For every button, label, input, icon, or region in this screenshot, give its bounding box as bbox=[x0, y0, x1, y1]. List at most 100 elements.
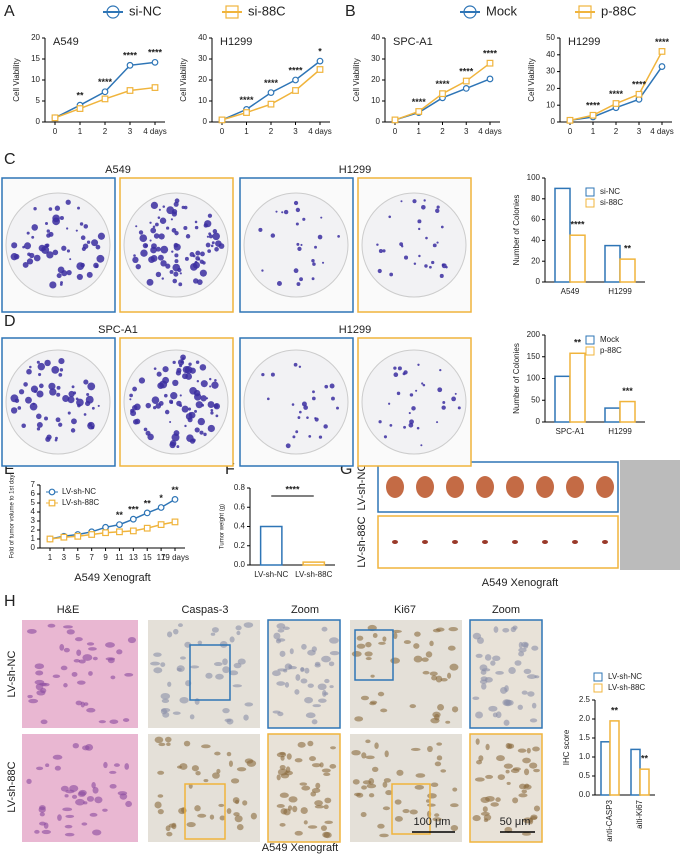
legend-label: p-88C bbox=[601, 3, 636, 18]
colony bbox=[46, 434, 52, 440]
nucleus bbox=[328, 661, 335, 667]
colony bbox=[199, 430, 204, 435]
nucleus bbox=[36, 766, 44, 771]
column-label: Caspas-3 bbox=[181, 604, 228, 616]
nucleus bbox=[153, 652, 162, 657]
colony bbox=[66, 249, 70, 253]
chart-title: A549 bbox=[53, 36, 79, 48]
y-tick-label: 0 bbox=[536, 417, 541, 426]
nucleus bbox=[92, 786, 99, 794]
colony bbox=[33, 254, 41, 262]
colony bbox=[66, 227, 69, 230]
nucleus bbox=[500, 686, 508, 694]
nucleus bbox=[311, 719, 318, 725]
nucleus bbox=[109, 770, 117, 774]
colony bbox=[176, 445, 180, 449]
y-tick-label: 20 bbox=[31, 33, 40, 42]
panel-letter: D bbox=[4, 313, 16, 330]
nucleus bbox=[351, 750, 361, 756]
nucleus bbox=[374, 742, 379, 749]
nucleus bbox=[157, 809, 164, 815]
colony bbox=[451, 396, 456, 402]
legend-marker bbox=[593, 683, 603, 693]
nucleus bbox=[222, 708, 230, 714]
colony bbox=[437, 387, 443, 393]
nucleus bbox=[154, 801, 162, 809]
nucleus bbox=[40, 719, 48, 725]
nucleus bbox=[410, 747, 421, 752]
nucleus bbox=[307, 740, 314, 747]
y-tick-label: 30 bbox=[198, 54, 207, 63]
significance: **** bbox=[570, 220, 585, 230]
x-tick-label: 4 days bbox=[650, 127, 674, 136]
x-tick-label: 9 bbox=[103, 553, 108, 562]
nucleus bbox=[507, 743, 513, 750]
colony bbox=[201, 403, 205, 407]
nucleus bbox=[243, 622, 254, 628]
nucleus bbox=[26, 778, 32, 785]
nucleus bbox=[392, 629, 402, 633]
colony bbox=[86, 392, 90, 397]
nucleus bbox=[311, 763, 321, 768]
colony bbox=[321, 261, 325, 264]
caption: A549 Xenograft bbox=[262, 842, 338, 854]
nucleus bbox=[429, 671, 438, 676]
colony bbox=[194, 220, 198, 224]
nucleus bbox=[78, 659, 86, 664]
colony bbox=[75, 229, 78, 232]
colony bbox=[82, 243, 89, 249]
significance: **** bbox=[123, 51, 138, 61]
colony bbox=[36, 390, 44, 398]
colony bbox=[58, 372, 63, 377]
marker bbox=[102, 523, 109, 531]
colony bbox=[145, 402, 152, 409]
legend-marker bbox=[48, 499, 56, 507]
y-tick-label: 100 bbox=[527, 173, 541, 182]
nucleus bbox=[162, 711, 170, 718]
colony bbox=[266, 397, 270, 401]
nucleus bbox=[153, 667, 163, 674]
nucleus bbox=[436, 755, 443, 761]
nucleus bbox=[215, 673, 224, 680]
marker bbox=[462, 77, 470, 85]
nucleus bbox=[321, 626, 328, 632]
bar bbox=[554, 187, 571, 283]
nucleus bbox=[64, 794, 69, 798]
colony bbox=[258, 227, 263, 232]
column-label: Ki67 bbox=[394, 604, 416, 616]
colony bbox=[165, 263, 171, 269]
colony bbox=[160, 260, 167, 267]
y-axis-label: Cell Viability bbox=[527, 58, 536, 101]
colony bbox=[95, 264, 99, 268]
nucleus bbox=[228, 760, 233, 767]
marker bbox=[589, 111, 597, 119]
colony bbox=[46, 233, 51, 238]
significance: **** bbox=[435, 79, 450, 89]
nucleus bbox=[26, 628, 37, 634]
nucleus bbox=[481, 668, 491, 672]
nucleus bbox=[379, 833, 389, 838]
nucleus bbox=[176, 665, 185, 673]
colony bbox=[261, 373, 265, 377]
nucleus bbox=[422, 670, 430, 675]
nucleus bbox=[74, 637, 83, 642]
nucleus bbox=[409, 809, 418, 815]
colony bbox=[158, 208, 161, 211]
colony bbox=[139, 234, 148, 243]
colony bbox=[393, 366, 397, 370]
nucleus bbox=[414, 784, 425, 790]
nucleus bbox=[179, 696, 189, 704]
colony bbox=[212, 232, 220, 241]
nucleus bbox=[304, 697, 313, 704]
colony bbox=[170, 391, 178, 400]
y-tick-label: 7 bbox=[31, 480, 36, 489]
tumor bbox=[506, 476, 524, 498]
nucleus bbox=[45, 763, 50, 768]
nucleus bbox=[110, 675, 116, 680]
marker bbox=[635, 90, 643, 98]
colony bbox=[46, 229, 50, 233]
nucleus bbox=[307, 683, 314, 688]
micrograph bbox=[350, 734, 462, 842]
image-label: H1299 bbox=[339, 164, 371, 176]
marker bbox=[391, 116, 399, 124]
